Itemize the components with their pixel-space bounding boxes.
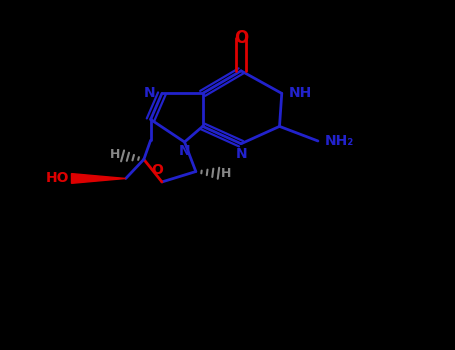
Text: NH: NH: [288, 86, 312, 100]
Text: HO: HO: [46, 172, 69, 186]
Text: O: O: [152, 163, 163, 177]
Text: O: O: [234, 29, 248, 47]
Text: H: H: [221, 167, 231, 180]
Polygon shape: [71, 174, 126, 183]
Text: N: N: [143, 86, 155, 100]
Text: N: N: [235, 147, 247, 161]
Text: H: H: [110, 148, 120, 161]
Text: N: N: [179, 144, 190, 158]
Text: NH₂: NH₂: [325, 134, 354, 148]
